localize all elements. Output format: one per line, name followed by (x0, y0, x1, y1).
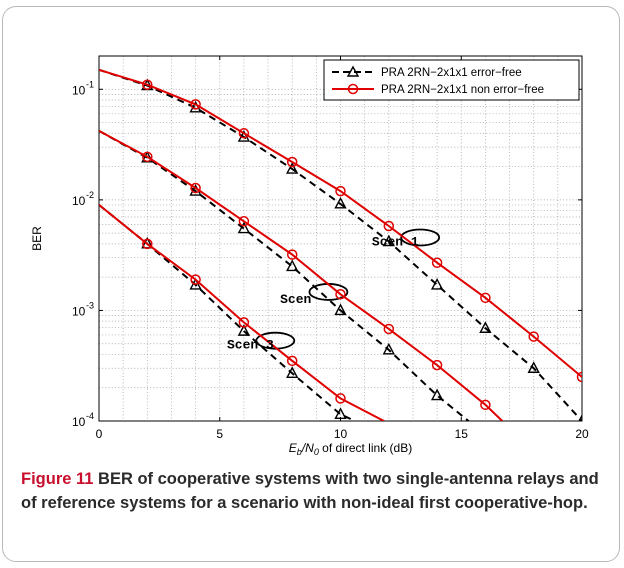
scenario-ellipse (400, 228, 441, 247)
y-tick-label: 10 -2 (72, 190, 94, 208)
marker-triangle (334, 196, 347, 209)
caption-label: Figure 11 (21, 470, 94, 488)
legend-marker-triangle (346, 65, 360, 77)
marker-circle (286, 156, 298, 168)
marker-circle (480, 399, 491, 411)
marker-triangle (334, 303, 347, 316)
marker-circle (142, 238, 153, 250)
caption-text: BER of cooperative systems with two sing… (21, 470, 599, 512)
x-tick-label: 0 (96, 427, 103, 441)
marker-triangle (334, 407, 347, 419)
y-tick-base: 10 (72, 415, 86, 429)
y-tick-exponent: -1 (86, 79, 94, 89)
series-line-scen1-error-free (99, 68, 582, 421)
legend-marker-circle (347, 83, 359, 95)
marker-circle (480, 292, 491, 304)
marker-triangle (237, 324, 251, 336)
y-tick-label: 10 -1 (72, 79, 94, 97)
marker-triangle (237, 221, 251, 234)
legend: PRA 2RN−2x1x1 error−free PRA 2RN−2x1x1 no… (323, 59, 580, 101)
axis-ticks (98, 56, 583, 422)
marker-circle (190, 182, 201, 194)
marker-triangle (382, 342, 395, 355)
marker-triangle (430, 388, 444, 401)
legend-label: PRA 2RN−2x1x1 error−free (381, 67, 522, 79)
x-tick-label: 5 (216, 427, 223, 441)
scenario-label: Scen 3 (227, 338, 274, 353)
marker-triangle (527, 361, 540, 373)
marker-circle (431, 359, 443, 371)
series-line-scen2-error-free (99, 130, 470, 421)
x-tick-label: 15 (455, 427, 469, 441)
marker-triangle (286, 259, 299, 272)
marker-circle (335, 185, 346, 197)
marker-circle (383, 220, 395, 232)
marker-circle (286, 249, 298, 260)
y-tick-exponent: -3 (86, 300, 94, 310)
y-tick-base: 10 (72, 194, 86, 208)
marker-circle (286, 355, 298, 367)
marker-triangle (382, 234, 395, 247)
y-axis-label: BER (30, 226, 44, 251)
series-line-scen2-non-error-free (99, 130, 503, 421)
y-tick-label: 10 -3 (72, 300, 94, 318)
marker-triangle (286, 366, 299, 379)
y-tick-base: 10 (72, 304, 86, 318)
x-axis-label: Eb/N0 of direct link (dB) (289, 441, 412, 457)
marker-triangle (479, 321, 492, 333)
marker-circle (528, 331, 539, 342)
legend-label: PRA 2RN−2x1x1 non error−free (381, 84, 544, 96)
x-tick-label: 20 (575, 427, 589, 441)
series-group (99, 68, 582, 421)
marker-circle (190, 99, 201, 110)
series-line-scen3-non-error-free (99, 204, 385, 421)
marker-circle (142, 151, 153, 163)
figure-caption: Figure 11 BER of cooperative systems wit… (21, 468, 603, 515)
marker-circle (335, 393, 346, 404)
marker-circle (190, 274, 201, 285)
legend-box (323, 59, 580, 101)
grid (99, 56, 582, 421)
marker-circle (383, 323, 395, 335)
marker-circle (142, 79, 153, 90)
marker-triangle (578, 413, 582, 421)
y-tick-exponent: -2 (86, 190, 94, 200)
marker-circle (238, 128, 250, 139)
y-tick-label: 10 -4 (72, 411, 94, 429)
marker-circle (238, 216, 250, 227)
marker-triangle (237, 130, 251, 142)
x-tick-label: 10 (334, 427, 348, 441)
marker-circle (238, 317, 250, 328)
y-tick-base: 10 (72, 83, 86, 97)
marker-triangle (286, 162, 299, 174)
marker-circle (576, 371, 582, 383)
y-tick-exponent: -4 (86, 411, 94, 421)
marker-triangle (430, 277, 444, 290)
scenario-label: Scen 1 (372, 235, 419, 250)
scenario-label: Scen (280, 292, 311, 307)
marker-circle (335, 289, 346, 300)
series-line-scen1-non-error-free (99, 68, 582, 378)
marker-circle (431, 257, 443, 268)
